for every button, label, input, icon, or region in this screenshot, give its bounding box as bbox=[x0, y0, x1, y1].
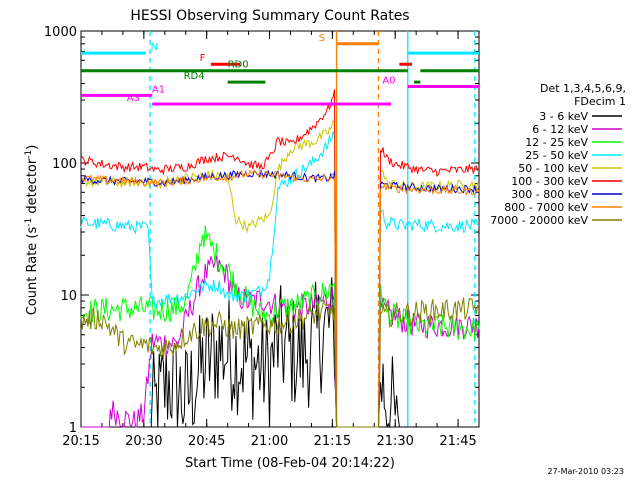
y-tick-label: 100 bbox=[52, 157, 77, 172]
x-tick-label: 21:45 bbox=[439, 434, 476, 449]
legend-entry-label: 7000 - 20000 keV bbox=[490, 214, 588, 227]
legend-entry-label: 25 - 50 keV bbox=[525, 149, 588, 162]
y-axis-label-superscript: -1 bbox=[24, 218, 34, 227]
chart-title: HESSI Observing Summary Count Rates bbox=[130, 8, 409, 24]
flag-bars: N F RD0 RD4 A1 A3 A0 S bbox=[81, 33, 479, 106]
legend-header-line: FDecim 1 bbox=[574, 95, 626, 108]
plot-area bbox=[80, 30, 480, 428]
y-axis-label: Count Rate (s-1 detector-1) bbox=[24, 145, 40, 316]
series-line bbox=[80, 131, 480, 428]
y-tick-labels: 1 10 100 1000 bbox=[44, 25, 77, 436]
y-tick-label: 1 bbox=[69, 421, 77, 436]
series-line bbox=[80, 297, 480, 428]
series-lines bbox=[80, 89, 480, 429]
legend-entry-label: 50 - 100 keV bbox=[518, 162, 588, 175]
x-tick-label: 20:15 bbox=[62, 434, 99, 449]
legend-entry-label: 6 - 12 keV bbox=[532, 123, 588, 136]
flag-bar-label: N bbox=[151, 42, 158, 53]
x-tick-label: 21:15 bbox=[314, 434, 351, 449]
series-line bbox=[81, 255, 480, 429]
y-axis-label-superscript: -1 bbox=[24, 150, 34, 159]
series-line bbox=[80, 168, 479, 428]
flag-bar-label: RD0 bbox=[228, 60, 249, 71]
legend-entry-label: 3 - 6 keV bbox=[539, 110, 588, 123]
y-axis-label-part: Count Rate (s bbox=[25, 227, 40, 316]
plot-frame bbox=[80, 30, 480, 428]
footer-date: 27-Mar-2010 03:23 bbox=[548, 467, 625, 476]
flag-bar-label: RD4 bbox=[184, 71, 205, 82]
series-line bbox=[80, 169, 480, 428]
series-line bbox=[81, 277, 479, 428]
y-tick-label: 10 bbox=[60, 289, 77, 304]
legend-entry-label: 12 - 25 keV bbox=[525, 136, 588, 149]
legend-header-line: Det 1,3,4,5,6,9, bbox=[540, 82, 626, 95]
flag-bar-label: A0 bbox=[382, 75, 395, 86]
legend-entry-label: 300 - 800 keV bbox=[511, 188, 588, 201]
x-tick-label: 21:00 bbox=[251, 434, 288, 449]
y-tick-label: 1000 bbox=[44, 25, 77, 40]
legend-entry-label: 800 - 7000 keV bbox=[504, 201, 588, 214]
series-line bbox=[80, 225, 480, 428]
x-tick-label: 21:30 bbox=[376, 434, 413, 449]
flag-bar-label: A1 bbox=[152, 84, 165, 95]
vertical-markers bbox=[149, 31, 476, 427]
x-tick-label: 20:45 bbox=[188, 434, 225, 449]
axis-ticks bbox=[80, 30, 480, 428]
flag-bar-label: A3 bbox=[127, 93, 140, 104]
legend-entry-label: 100 - 300 keV bbox=[511, 175, 588, 188]
flag-bar-label: S bbox=[319, 33, 325, 44]
x-tick-labels: 20:15 20:30 20:45 21:00 21:15 21:30 21:45 bbox=[62, 434, 477, 449]
series-line bbox=[80, 89, 480, 428]
x-tick-label: 20:30 bbox=[125, 434, 162, 449]
flag-bar-label: F bbox=[200, 53, 206, 64]
y-axis-label-part: ) bbox=[25, 145, 40, 150]
x-axis-label: Start Time (08-Feb-04 20:14:22) bbox=[185, 456, 395, 471]
y-axis-label-part: detector bbox=[25, 158, 40, 218]
